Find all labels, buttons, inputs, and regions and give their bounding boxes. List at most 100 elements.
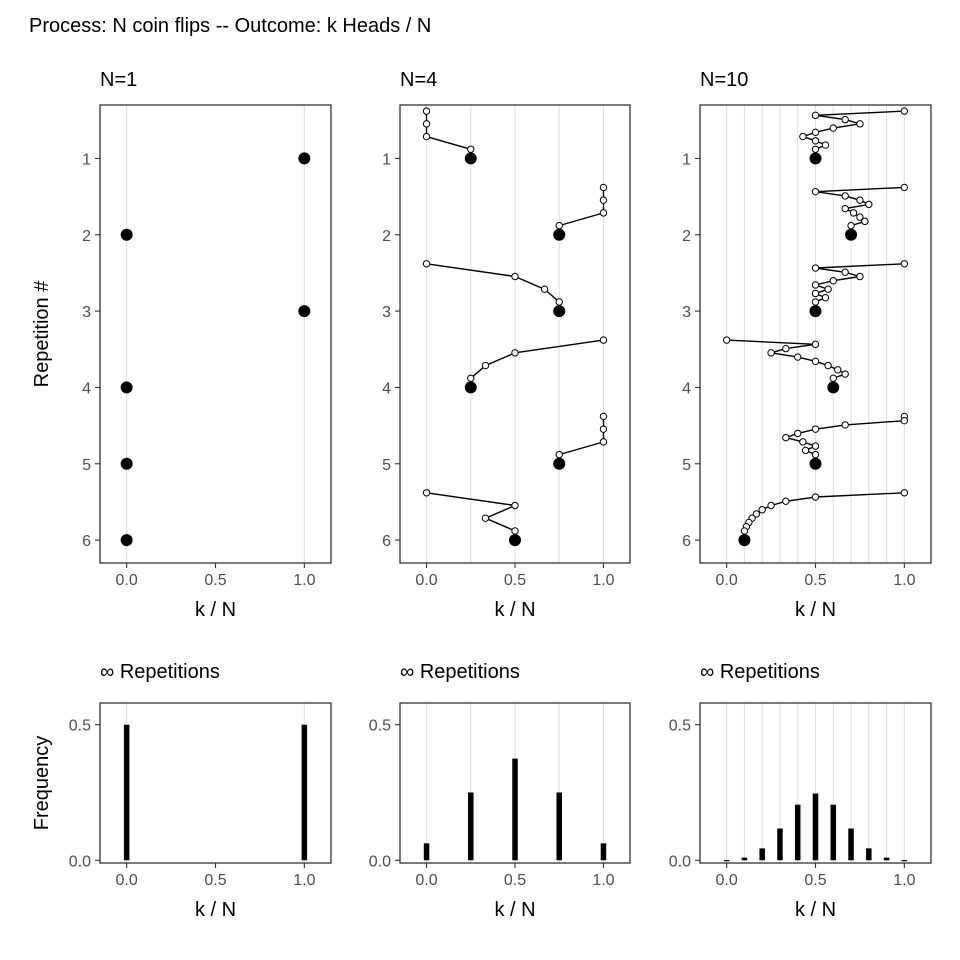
path-point <box>811 145 820 153</box>
path-point <box>782 433 790 442</box>
path-point <box>856 213 864 221</box>
path-point <box>811 493 820 501</box>
path-point <box>599 196 608 204</box>
path-line-rep-2 <box>558 187 605 235</box>
path-point <box>794 429 802 438</box>
path-point <box>811 357 820 366</box>
final-point-rep-5 <box>809 457 822 470</box>
final-point-rep-5 <box>553 457 566 470</box>
y-tick-label: 0.0 <box>69 853 91 870</box>
path-point <box>811 128 820 137</box>
panel-title: N=10 <box>700 69 748 91</box>
final-point-rep-4 <box>120 381 133 394</box>
path-point <box>511 501 519 510</box>
y-tick-label: 6 <box>682 533 691 550</box>
path-point <box>599 183 608 192</box>
path-point <box>599 209 608 217</box>
final-point-rep-5 <box>120 457 133 470</box>
path-point <box>821 141 830 149</box>
panel-frame <box>99 702 332 864</box>
bar <box>812 793 819 861</box>
path-point <box>555 221 563 230</box>
bar <box>777 828 783 861</box>
path-point <box>540 285 549 293</box>
bar <box>556 792 562 861</box>
panel-frame <box>99 104 332 564</box>
path-line-rep-6 <box>743 492 905 541</box>
path-point <box>811 137 820 145</box>
y-tick-label: 6 <box>382 533 391 550</box>
x-axis-title: k / N <box>195 599 236 621</box>
x-tick-label: 0.0 <box>116 572 138 589</box>
y-tick-label: 1 <box>82 151 91 168</box>
bar <box>848 828 854 861</box>
x-axis-title: k / N <box>494 599 535 621</box>
path-point <box>849 209 858 217</box>
path-point <box>811 425 820 433</box>
x-tick-label: 1.0 <box>293 572 315 589</box>
x-axis-title: k / N <box>494 899 535 921</box>
path-point <box>758 506 766 514</box>
bar <box>794 804 801 861</box>
x-tick-label: 0.5 <box>804 572 826 589</box>
x-axis-title: k / N <box>795 899 836 921</box>
bar <box>512 758 518 861</box>
path-point <box>767 501 775 510</box>
path-point <box>861 217 869 226</box>
final-point-rep-1 <box>298 152 311 165</box>
y-tick-label: 5 <box>82 457 91 474</box>
path-point <box>722 336 731 344</box>
bar <box>741 857 748 861</box>
panel-top-middle: N=4 0.0 0.5 1.0 1 2 3 4 5 6 k / N <box>382 69 631 621</box>
path-point <box>811 298 820 306</box>
y-tick-label: 1 <box>682 151 691 168</box>
x-tick-label: 1.0 <box>293 872 315 889</box>
x-tick-label: 1.0 <box>592 572 614 589</box>
x-tick-label: 1.0 <box>592 872 614 889</box>
y-tick-label: 0.5 <box>369 718 391 735</box>
x-tick-label: 0.5 <box>504 872 526 889</box>
path-point <box>841 192 849 200</box>
path-point <box>811 264 820 272</box>
path-point <box>555 298 563 306</box>
path-point <box>856 272 864 281</box>
path-point <box>834 366 842 374</box>
x-tick-label: 0.0 <box>716 872 738 889</box>
path-point <box>481 514 490 522</box>
bar <box>600 843 607 861</box>
panel-title: ∞ Repetitions <box>700 661 820 683</box>
path-point <box>841 370 849 378</box>
path-point <box>467 145 475 153</box>
panel-title: ∞ Repetitions <box>100 661 220 683</box>
path-point <box>752 510 761 518</box>
path-point <box>799 438 807 446</box>
y-tick-label: 2 <box>82 228 91 245</box>
y-tick-label: 0.0 <box>369 853 391 870</box>
path-point <box>422 132 431 141</box>
path-point <box>467 374 475 382</box>
path-point <box>599 412 608 421</box>
path-point <box>900 260 909 268</box>
panels: N=1 0.0 0.5 1.0 1 2 3 4 5 6 k / N Repetition # N=4 0.… <box>31 69 932 921</box>
path-point <box>865 200 873 209</box>
path-point <box>841 421 849 429</box>
final-point-rep-3 <box>553 305 566 318</box>
path-point <box>599 425 608 433</box>
path-point <box>422 107 431 115</box>
panel-top-left: N=1 0.0 0.5 1.0 1 2 3 4 5 6 k / N Repetition # <box>31 69 332 621</box>
y-tick-label: 3 <box>682 304 691 321</box>
y-tick-label: 1 <box>382 151 391 168</box>
path-point <box>900 416 909 425</box>
bar <box>759 848 765 861</box>
path-point <box>782 344 790 353</box>
bar <box>866 848 872 861</box>
bar <box>423 843 430 861</box>
x-tick-label: 0.5 <box>204 872 226 889</box>
path-point <box>811 289 820 298</box>
x-tick-label: 0.0 <box>116 872 138 889</box>
path-point <box>511 272 519 281</box>
panel-title: ∞ Repetitions <box>400 661 520 683</box>
path-point <box>847 221 855 230</box>
panel-title: N=4 <box>400 69 437 91</box>
